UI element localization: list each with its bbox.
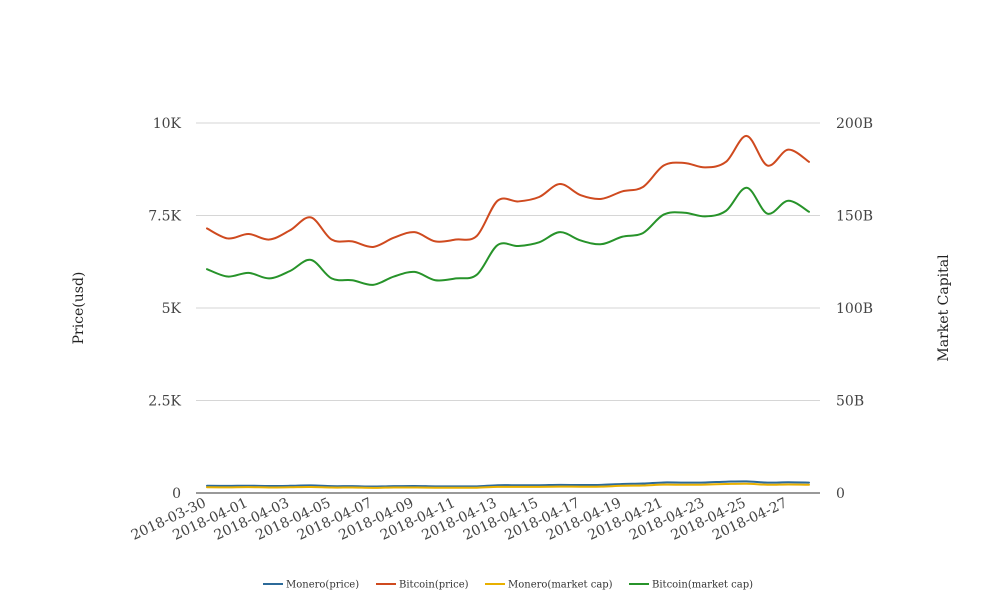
series-line-monero-market-cap — [206, 482, 810, 489]
left-tick-label: 5K — [162, 301, 182, 317]
x-axis-ticks: 2018-03-302018-04-012018-04-032018-04-05… — [129, 495, 790, 544]
right-tick-label: 50B — [836, 394, 864, 410]
left-axis-ticks: 0 2.5K 5K 7.5K 10K — [148, 116, 181, 502]
legend-label-monero-price: Monero(price) — [286, 580, 359, 591]
series-line-monero-price — [206, 480, 810, 488]
right-tick-label: 0 — [836, 486, 845, 502]
gridlines — [196, 122, 820, 494]
left-tick-label: 7.5K — [148, 209, 181, 225]
right-tick-label: 200B — [836, 116, 873, 132]
legend: Monero(price) Bitcoin(price) Monero(market… — [263, 580, 753, 591]
left-tick-label: 2.5K — [148, 394, 181, 410]
series-lines — [206, 134, 810, 489]
right-axis-ticks: 0 50B 100B 150B 200B — [836, 116, 873, 502]
series-line-bitcoin-market-cap — [206, 186, 810, 286]
series-line-bitcoin-price — [206, 134, 810, 248]
left-tick-label: 10K — [153, 116, 182, 132]
right-axis-title: Market Capital — [936, 254, 952, 362]
left-axis-title: Price(usd) — [71, 272, 87, 345]
right-tick-label: 100B — [836, 301, 873, 317]
legend-label-monero-market-cap: Monero(market cap) — [508, 580, 613, 591]
legend-label-bitcoin-price: Bitcoin(price) — [399, 580, 469, 591]
right-tick-label: 150B — [836, 209, 873, 225]
legend-label-bitcoin-market-cap: Bitcoin(market cap) — [652, 580, 753, 591]
left-tick-label: 0 — [172, 486, 181, 502]
